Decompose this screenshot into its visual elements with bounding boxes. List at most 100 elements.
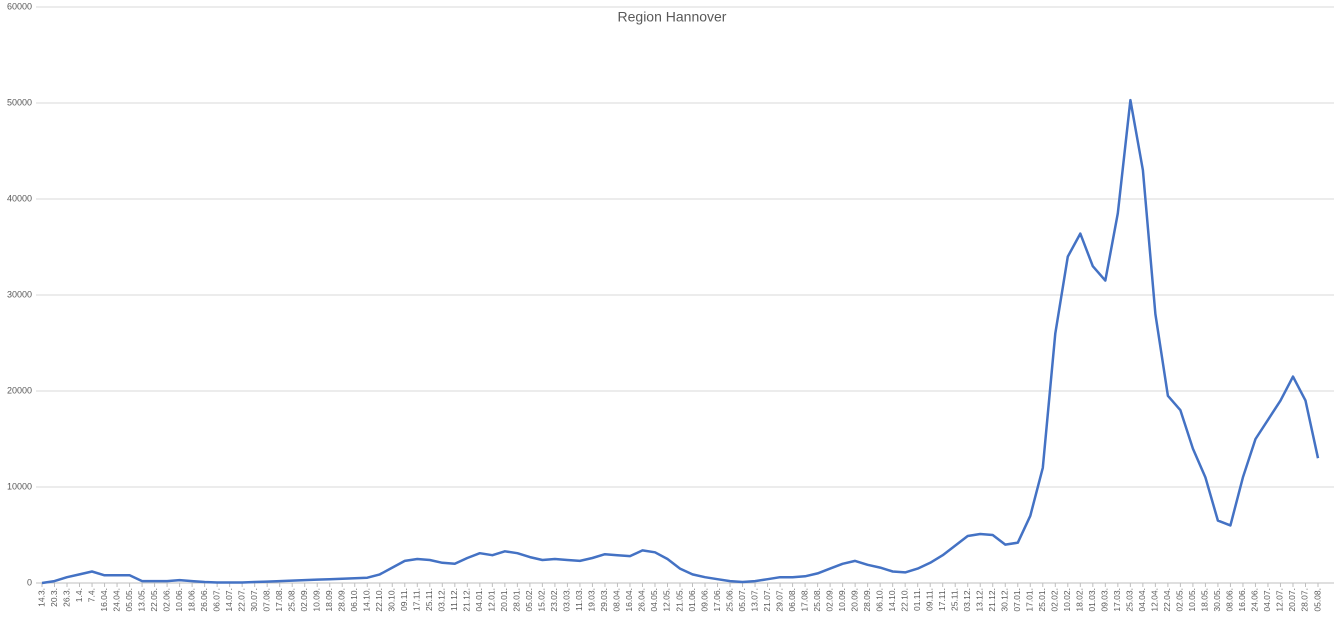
x-tick-label: 12.05. [662, 588, 672, 612]
x-tick-label: 09.11. [924, 588, 934, 611]
y-tick-label: 0 [27, 577, 32, 587]
x-tick-label: 10.02. [1062, 588, 1072, 612]
x-tick-label: 30.12. [1000, 588, 1010, 612]
x-tick-label: 19.03. [587, 588, 597, 612]
x-tick-label: 22.10. [899, 588, 909, 612]
data-line [41, 98, 1320, 585]
x-tick-label: 24.06. [1250, 588, 1260, 612]
x-tick-label: 22.04. [1162, 588, 1172, 612]
x-tick-label: 08.06. [1225, 588, 1235, 612]
x-tick-label: 02.06. [161, 588, 171, 612]
x-tick-label: 16.04. [99, 588, 109, 612]
x-tick-label: 03.03. [562, 588, 572, 612]
x-tick-label: 18.06. [186, 588, 196, 612]
x-tick-label: 29.03. [599, 588, 609, 612]
y-tick-label: 60000 [7, 1, 32, 11]
x-tick-label: 10.09. [837, 588, 847, 612]
x-tick-label: 25.06. [724, 588, 734, 612]
x-tick-label: 28.09. [336, 588, 346, 612]
x-tick-label: 15.02. [537, 588, 547, 612]
x-tick-label: 02.02. [1050, 588, 1060, 612]
x-tick-label: 17.06. [712, 588, 722, 612]
x-tick-label: 26.3. [61, 588, 71, 607]
x-tick-label: 06.10. [349, 588, 359, 612]
x-tick-label: 21.12. [987, 588, 997, 612]
x-tick-label: 10.09. [311, 588, 321, 612]
x-tick-label: 16.04. [624, 588, 634, 612]
x-tick-label: 17.11. [937, 588, 947, 611]
x-tick-label: 20.07. [1287, 588, 1297, 612]
x-tick-label: 22.07. [236, 588, 246, 612]
x-tick-label: 21.07. [762, 588, 772, 612]
x-tick-label: 12.07. [1275, 588, 1285, 612]
x-tick-label: 06.08. [787, 588, 797, 612]
x-tick-label: 01.11. [912, 588, 922, 611]
x-tick-label: 28.09. [862, 588, 872, 612]
x-tick-label: 20.01. [499, 588, 509, 612]
x-tick-label: 07.01. [1012, 588, 1022, 612]
x-tick-label: 16.06. [1237, 588, 1247, 612]
x-tick-label: 02.05. [1175, 588, 1185, 612]
x-tick-label: 05.02. [524, 588, 534, 612]
x-tick-label: 01.06. [687, 588, 697, 612]
x-tick-label: 02.09. [824, 588, 834, 612]
x-tick-label: 24.04. [111, 588, 121, 612]
x-tick-label: 30.05. [1212, 588, 1222, 612]
x-tick-label: 03.12. [962, 588, 972, 612]
x-tick-label: 17.03. [1112, 588, 1122, 612]
x-tick-label: 22.05. [149, 588, 159, 612]
x-tick-label: 18.02. [1075, 588, 1085, 612]
x-tick-label: 05.08. [1312, 588, 1322, 612]
x-tick-label: 17.08. [274, 588, 284, 612]
x-tick-label: 26.04. [637, 588, 647, 612]
x-tick-label: 17.01. [1025, 588, 1035, 612]
x-tick-label: 21.05. [674, 588, 684, 612]
x-tick-label: 09.06. [699, 588, 709, 612]
x-tick-label: 14.3. [36, 588, 46, 607]
x-tick-label: 14.07. [224, 588, 234, 612]
x-tick-label: 17.08. [799, 588, 809, 612]
x-tick-label: 13.12. [974, 588, 984, 612]
x-tick-label: 25.03. [1125, 588, 1135, 612]
x-tick-label: 25.08. [286, 588, 296, 612]
x-tick-label: 25.11. [949, 588, 959, 611]
x-tick-label: 04.01. [474, 588, 484, 612]
y-tick-label: 30000 [7, 289, 32, 299]
x-tick-label: 13.05. [136, 588, 146, 612]
x-tick-label: 18.05. [1200, 588, 1210, 612]
x-tick-label: 05.07. [737, 588, 747, 612]
x-tick-label: 05.05. [124, 588, 134, 612]
x-tick-label: 22.10. [374, 588, 384, 612]
x-tick-label: 18.09. [324, 588, 334, 612]
x-tick-label: 20.3. [49, 588, 59, 607]
x-tick-label: 07.08. [261, 588, 271, 612]
x-tick-label: 04.05. [649, 588, 659, 612]
x-tick-label: 06.07. [211, 588, 221, 612]
x-tick-label: 20.09. [849, 588, 859, 612]
x-tick-label: 09.11. [399, 588, 409, 611]
y-tick-label: 40000 [7, 193, 32, 203]
x-tick-label: 26.06. [199, 588, 209, 612]
x-tick-label: 23.02. [549, 588, 559, 612]
x-tick-label: 10.05. [1187, 588, 1197, 612]
x-tick-label: 14.10. [887, 588, 897, 612]
chart-title: Region Hannover [618, 9, 727, 25]
x-tick-label: 25.08. [812, 588, 822, 612]
x-tick-label: 09.03. [1100, 588, 1110, 612]
y-tick-label: 20000 [7, 385, 32, 395]
x-tick-label: 17.11. [412, 588, 422, 611]
x-tick-label: 25.01. [1037, 588, 1047, 612]
x-tick-label: 28.07. [1300, 588, 1310, 612]
x-tick-label: 02.09. [299, 588, 309, 612]
x-tick-label: 03.12. [437, 588, 447, 612]
x-tick-label: 29.07. [774, 588, 784, 612]
x-tick-label: 04.07. [1262, 588, 1272, 612]
x-tick-label: 14.10. [362, 588, 372, 612]
x-tick-label: 30.10. [387, 588, 397, 612]
x-tick-label: 12.04. [1150, 588, 1160, 612]
x-tick-label: 11.03. [574, 588, 584, 611]
x-tick-label: 25.11. [424, 588, 434, 611]
x-tick-label: 01.03. [1087, 588, 1097, 612]
x-tick-label: 12.01. [487, 588, 497, 612]
